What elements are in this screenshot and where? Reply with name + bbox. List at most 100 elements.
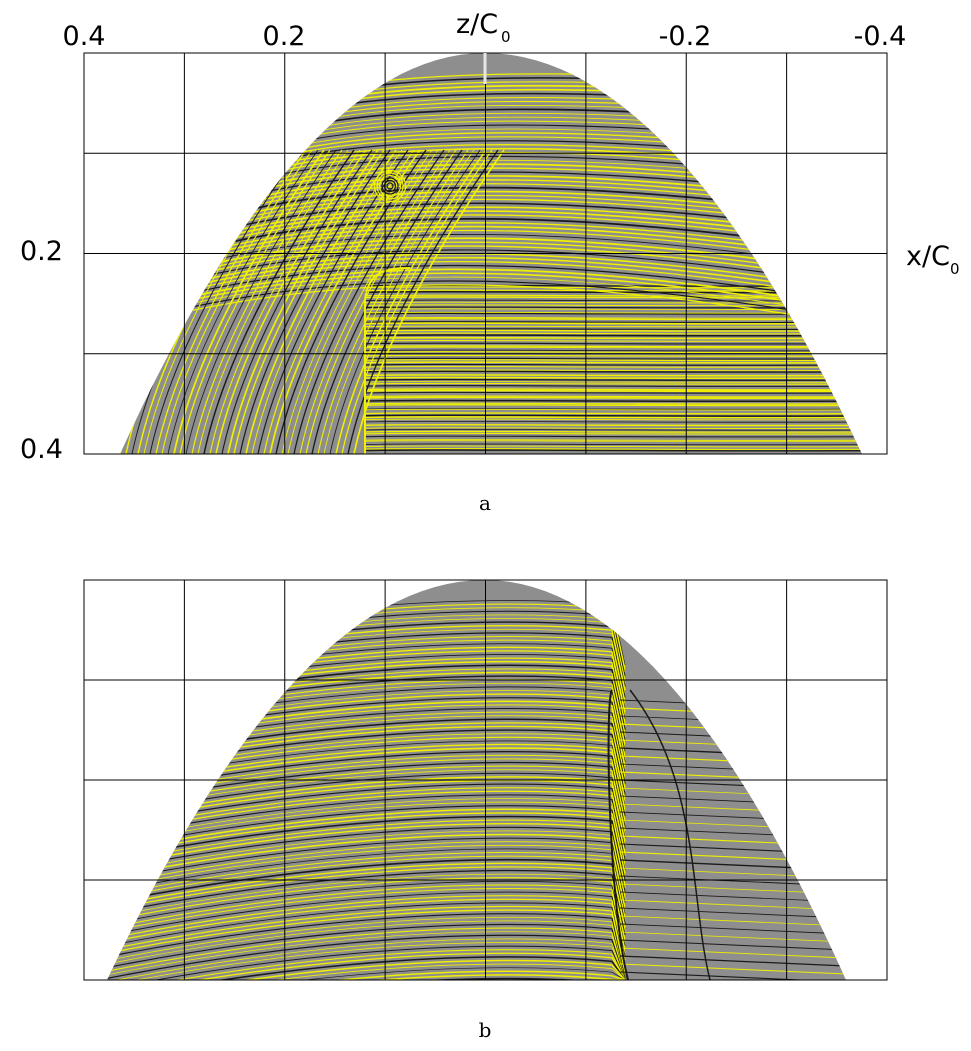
streamline <box>364 339 862 342</box>
streamline <box>364 439 862 441</box>
streamline <box>197 149 349 454</box>
streamline <box>107 977 626 980</box>
streamline <box>364 430 862 433</box>
streamline <box>364 408 862 411</box>
streamline <box>149 149 301 454</box>
streamline <box>323 149 475 454</box>
streamline <box>209 149 361 454</box>
streamline <box>364 443 862 446</box>
streamline <box>107 891 626 957</box>
streamline <box>305 149 457 454</box>
streamline <box>107 979 626 980</box>
streamline <box>107 880 626 946</box>
streamline <box>364 380 862 383</box>
vortex-line <box>378 174 402 198</box>
separation-line <box>607 689 629 980</box>
streamline <box>364 354 862 357</box>
streamline <box>107 963 626 980</box>
streamline <box>347 149 499 454</box>
streamline <box>170 280 862 324</box>
streamline <box>364 432 862 435</box>
streamline <box>364 447 862 450</box>
streamline <box>107 979 626 980</box>
vortex-line <box>376 172 404 200</box>
streamline <box>186 237 862 276</box>
streamline <box>364 420 862 423</box>
streamline <box>364 365 862 368</box>
panel-caption-a: a <box>479 491 491 515</box>
streamline <box>364 382 862 385</box>
streamline <box>341 149 493 454</box>
streamline <box>364 357 862 360</box>
streamline <box>364 414 862 417</box>
streamline <box>221 149 373 454</box>
streamline <box>177 260 862 302</box>
streamline <box>353 149 505 454</box>
streamline <box>364 396 862 400</box>
streamline <box>107 852 626 918</box>
streamline <box>364 346 862 349</box>
streamline <box>173 272 862 316</box>
top-axis-title-subscript: 0 <box>501 28 511 46</box>
streamline <box>364 290 862 294</box>
streamline <box>107 949 626 980</box>
streamline <box>364 412 862 415</box>
streamline <box>107 866 626 932</box>
streamline <box>168 284 862 329</box>
streamline <box>364 304 862 307</box>
streamline <box>619 931 846 943</box>
streamline <box>364 376 862 380</box>
streamline <box>192 222 862 258</box>
separation-line <box>629 689 711 980</box>
streamline <box>364 363 862 366</box>
streamline <box>364 312 862 315</box>
streamline <box>107 855 626 921</box>
streamline <box>364 311 862 315</box>
streamline <box>299 149 451 454</box>
grid-a <box>84 53 887 454</box>
streamline <box>185 149 337 454</box>
streamline <box>107 923 626 980</box>
streamline <box>364 358 862 362</box>
streamline <box>239 149 391 454</box>
streamline <box>364 345 862 348</box>
streamline <box>364 384 862 387</box>
streamline <box>364 402 862 405</box>
streamline <box>215 149 367 454</box>
streamline <box>107 938 626 980</box>
streamline <box>335 149 487 454</box>
streamline <box>364 318 862 321</box>
streamline <box>107 833 626 900</box>
streamline <box>203 149 355 454</box>
streamline <box>317 149 469 454</box>
streamline <box>107 974 626 980</box>
top-tick-label: -0.4 <box>854 21 907 52</box>
streamline <box>364 403 862 407</box>
streamline <box>107 844 626 910</box>
streamline <box>107 830 626 896</box>
streamline <box>329 149 481 454</box>
streamline <box>275 149 427 454</box>
top-tick-label: -0.2 <box>659 21 712 52</box>
streamline <box>364 391 862 394</box>
grid-b <box>84 580 887 980</box>
streamline <box>107 934 626 980</box>
streamline <box>107 916 626 980</box>
streamline <box>619 971 846 980</box>
vortex-line <box>386 182 394 190</box>
streamline <box>364 328 862 331</box>
streamline <box>364 418 862 421</box>
streamline <box>364 316 862 319</box>
streamline <box>619 939 846 951</box>
streamline <box>364 342 862 345</box>
streamline <box>364 427 862 429</box>
streamline <box>257 149 409 454</box>
streamline <box>107 956 626 980</box>
streamline <box>107 970 626 980</box>
streamline <box>364 428 862 431</box>
streamline <box>107 858 626 925</box>
streamline <box>107 905 626 972</box>
streamline <box>233 149 385 454</box>
streamline <box>364 325 862 328</box>
